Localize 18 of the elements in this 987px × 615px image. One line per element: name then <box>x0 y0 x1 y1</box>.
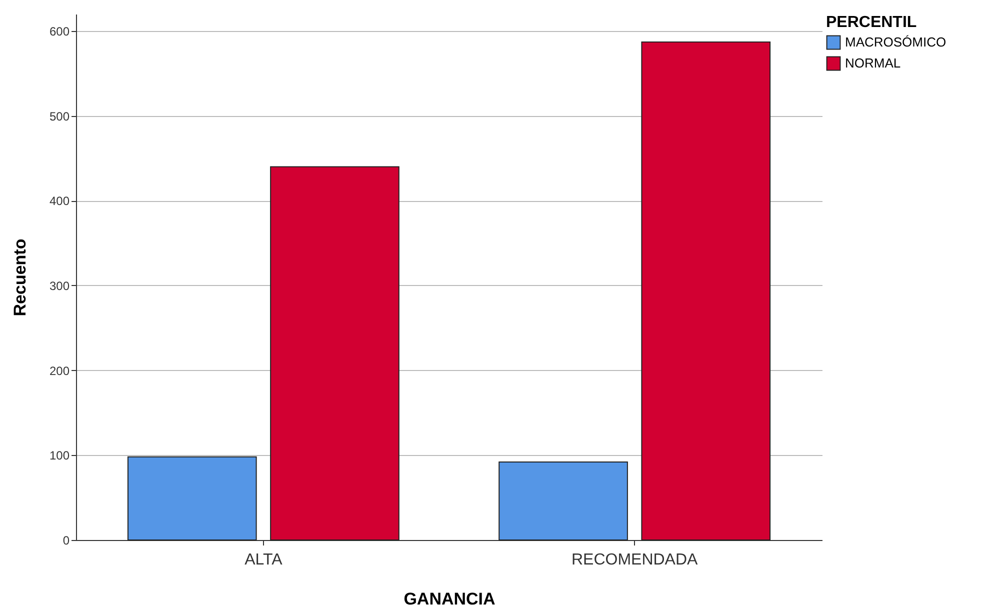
y-tick-label: 600 <box>49 24 70 38</box>
bar <box>641 41 771 540</box>
legend-label: MACROSÓMICO <box>845 34 946 50</box>
y-tick-label: 300 <box>49 278 70 293</box>
bar <box>498 461 628 540</box>
legend-label: NORMAL <box>845 56 901 70</box>
y-tick-label: 200 <box>49 364 70 378</box>
bar <box>270 166 400 540</box>
y-tick-label: 100 <box>49 448 70 463</box>
legend-title: PERCENTIL <box>826 14 917 31</box>
x-tick-label: ALTA <box>244 552 283 568</box>
x-axis-title: GANANCIA <box>404 590 496 608</box>
y-axis-title: Recuento <box>10 238 30 316</box>
y-tick-label: 400 <box>49 194 70 208</box>
y-tick-label: 500 <box>49 109 70 124</box>
x-tick-label: RECOMENDADA <box>571 552 698 568</box>
bar <box>127 456 257 540</box>
y-tick-label: 0 <box>62 534 70 548</box>
